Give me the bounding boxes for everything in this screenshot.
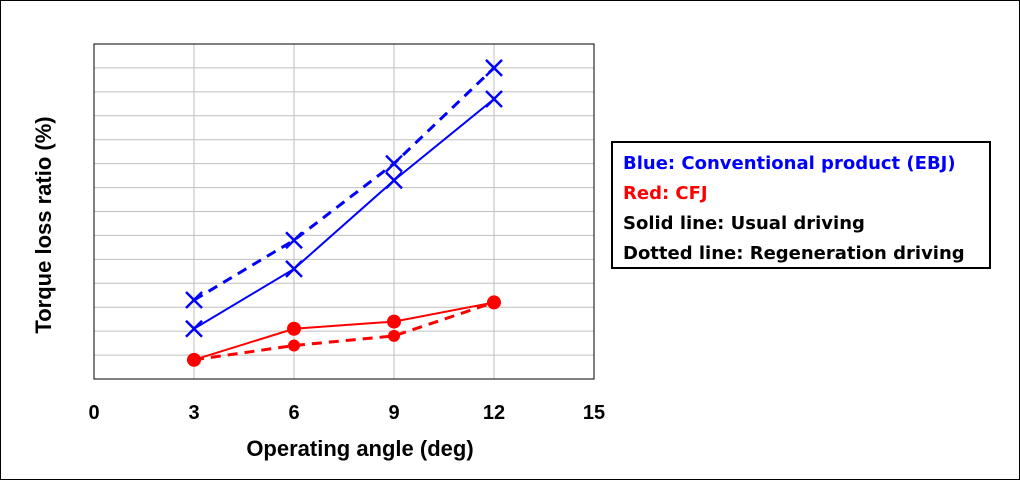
x-tick-label: 15: [583, 402, 605, 424]
x-tick-label: 0: [88, 402, 99, 424]
data-point-cfj-usual: [287, 321, 301, 336]
data-point-cfj-regen: [188, 353, 200, 366]
data-point-cfj-regen: [288, 339, 300, 352]
marker-stroke: [385, 154, 403, 173]
x-axis-label: Operating angle (deg): [246, 436, 473, 461]
x-tick-label: 9: [388, 402, 399, 424]
legend-item-dotted: Dotted line: Regeneration driving: [623, 243, 965, 264]
series-ebj-usual: [185, 90, 503, 338]
data-point-cfj-regen: [388, 329, 400, 342]
legend-item-blue: Blue: Conventional product (EBJ): [623, 153, 956, 174]
marker-stroke: [485, 90, 503, 108]
data-point-cfj-regen: [488, 296, 500, 309]
marker-stroke: [385, 171, 403, 190]
series-ebj-regen: [185, 59, 503, 309]
data-point-ebj-usual: [485, 90, 503, 108]
data-point-ebj-usual: [385, 171, 403, 190]
x-tick-label: 6: [288, 402, 299, 424]
data-point-ebj-regen: [385, 154, 403, 173]
gridlines: [94, 44, 594, 379]
data-point-ebj-usual: [285, 260, 303, 278]
legend: Blue: Conventional product (EBJ) Red: CF…: [611, 141, 991, 269]
legend-item-solid: Solid line: Usual driving: [623, 213, 865, 234]
plot-area: [93, 43, 595, 380]
series-line-cfj-usual: [193, 301, 495, 361]
x-tick-label: 12: [483, 402, 505, 424]
series-layer: [185, 59, 503, 367]
data-point-ebj-usual: [185, 319, 203, 338]
series-line-ebj-regen: [193, 66, 496, 302]
data-point-ebj-regen: [485, 59, 503, 77]
series-cfj-regen: [188, 296, 500, 366]
x-tick-labels: 0 3 6 9 12 15: [88, 402, 605, 424]
marker-stroke: [285, 260, 303, 278]
data-point-ebj-regen: [185, 291, 203, 309]
marker-stroke: [485, 59, 503, 77]
marker-stroke: [185, 319, 203, 338]
x-tick-label: 3: [188, 402, 199, 424]
data-point-cfj-usual: [387, 314, 401, 329]
legend-item-red: Red: CFJ: [623, 183, 708, 204]
series-line-ebj-usual: [193, 98, 495, 330]
y-axis-label: Torque loss ratio (%): [31, 116, 56, 333]
marker-stroke: [185, 291, 203, 309]
data-point-ebj-regen: [285, 231, 303, 250]
marker-stroke: [285, 231, 303, 250]
